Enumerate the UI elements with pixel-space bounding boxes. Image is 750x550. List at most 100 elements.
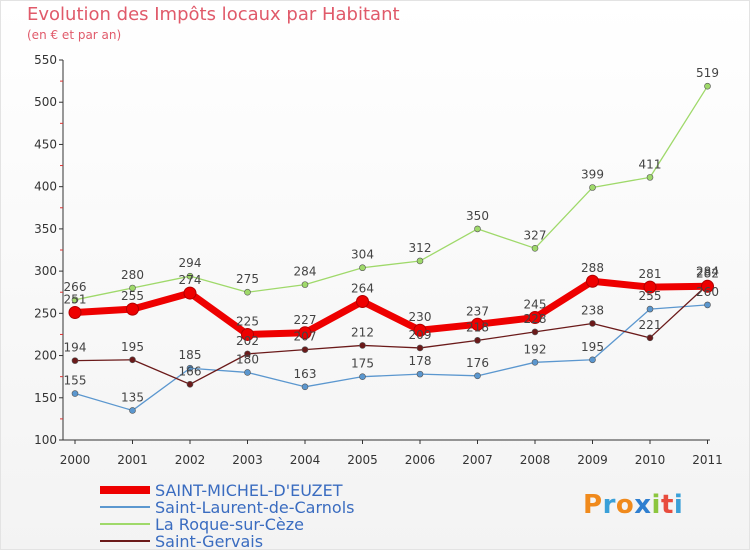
data-label: 202	[236, 334, 259, 348]
data-label: 227	[294, 313, 317, 327]
data-label: 255	[639, 289, 662, 303]
data-label: 282	[696, 266, 719, 280]
data-label: 264	[351, 282, 374, 296]
y-tick-label: 400	[34, 180, 57, 194]
data-label: 163	[294, 367, 317, 381]
data-label: 218	[466, 320, 489, 334]
data-label: 327	[524, 228, 547, 242]
data-label: 251	[64, 292, 87, 306]
data-label: 230	[409, 310, 432, 324]
data-label: 228	[524, 312, 547, 326]
data-point	[129, 407, 136, 414]
logo-letter: o	[615, 490, 635, 520]
data-point	[646, 305, 654, 313]
data-label: 166	[179, 364, 202, 378]
logo-letter: i	[651, 490, 661, 520]
data-point	[186, 380, 194, 388]
y-tick-label: 500	[34, 95, 57, 109]
data-point	[298, 326, 312, 340]
x-tick-label: 2009	[577, 453, 608, 467]
y-tick-label: 250	[34, 306, 57, 320]
data-point	[474, 337, 481, 344]
logo-letter: P	[583, 490, 603, 520]
y-tick-label: 350	[34, 222, 57, 236]
data-label: 195	[581, 340, 604, 354]
data-label: 178	[409, 354, 432, 368]
data-label: 284	[696, 265, 719, 279]
data-label: 312	[409, 241, 432, 255]
data-label: 180	[236, 352, 259, 366]
data-label: 274	[179, 273, 202, 287]
proxiti-logo: Proxiti	[583, 490, 683, 520]
x-tick-label: 2007	[462, 453, 493, 467]
y-tick-label: 550	[34, 53, 57, 67]
data-point	[704, 82, 711, 90]
data-label: 221	[639, 318, 662, 332]
series-line-0	[71, 277, 711, 338]
data-point	[646, 174, 654, 181]
data-label: 288	[581, 261, 604, 275]
data-point	[531, 328, 539, 336]
data-label: 192	[524, 342, 547, 356]
data-point	[71, 357, 79, 364]
data-point	[359, 373, 366, 380]
data-point	[416, 344, 424, 352]
data-point	[643, 280, 657, 294]
data-point	[129, 356, 136, 364]
data-point	[241, 327, 254, 341]
data-point	[646, 334, 654, 342]
data-label: 225	[236, 314, 259, 328]
data-point	[244, 369, 251, 376]
x-tick-label: 2001	[117, 453, 148, 467]
logo-letter: r	[602, 490, 616, 520]
data-point	[186, 364, 194, 372]
data-label: 350	[466, 209, 489, 223]
chart-title: Evolution des Impôts locaux par Habitant	[27, 4, 400, 25]
data-point	[183, 286, 197, 300]
data-point	[701, 279, 714, 293]
data-label: 207	[294, 330, 317, 344]
logo-letter: i	[673, 490, 684, 520]
data-point	[704, 301, 711, 309]
data-label: 284	[294, 265, 317, 279]
data-label: 237	[466, 304, 489, 318]
x-tick-label: 2011	[692, 453, 723, 467]
legend-label: SAINT-MICHEL-D'EUZET	[155, 481, 343, 500]
data-label: 411	[639, 157, 662, 171]
x-tick-label: 2010	[635, 453, 666, 467]
data-point	[359, 264, 366, 272]
data-point	[474, 225, 481, 233]
data-point	[531, 359, 539, 366]
data-point	[301, 383, 309, 391]
data-point	[531, 245, 539, 252]
x-tick-label: 2003	[232, 453, 263, 467]
data-label: 245	[524, 298, 547, 312]
data-label: 519	[696, 66, 719, 80]
data-label: 195	[121, 340, 144, 354]
data-label: 275	[236, 272, 259, 286]
y-tick-label: 100	[34, 433, 57, 447]
data-point	[301, 281, 309, 288]
data-label: 399	[581, 168, 604, 182]
data-point	[589, 184, 596, 191]
y-tick-label: 450	[34, 137, 57, 151]
series-line-3	[74, 283, 709, 385]
data-point	[71, 296, 79, 304]
data-label: 209	[409, 328, 432, 342]
data-point	[186, 272, 194, 280]
data-label: 212	[351, 325, 374, 339]
y-tick-label: 300	[34, 264, 57, 278]
x-tick-label: 2005	[347, 453, 378, 467]
data-label: 294	[179, 256, 202, 270]
data-label: 155	[64, 374, 87, 388]
x-tick-label: 2006	[405, 453, 436, 467]
data-point	[416, 370, 424, 378]
data-point	[301, 346, 309, 353]
data-point	[68, 305, 82, 319]
data-label: 280	[121, 268, 144, 282]
data-label: 135	[121, 390, 144, 404]
logo-letter: t	[660, 490, 674, 520]
data-point	[528, 311, 542, 325]
